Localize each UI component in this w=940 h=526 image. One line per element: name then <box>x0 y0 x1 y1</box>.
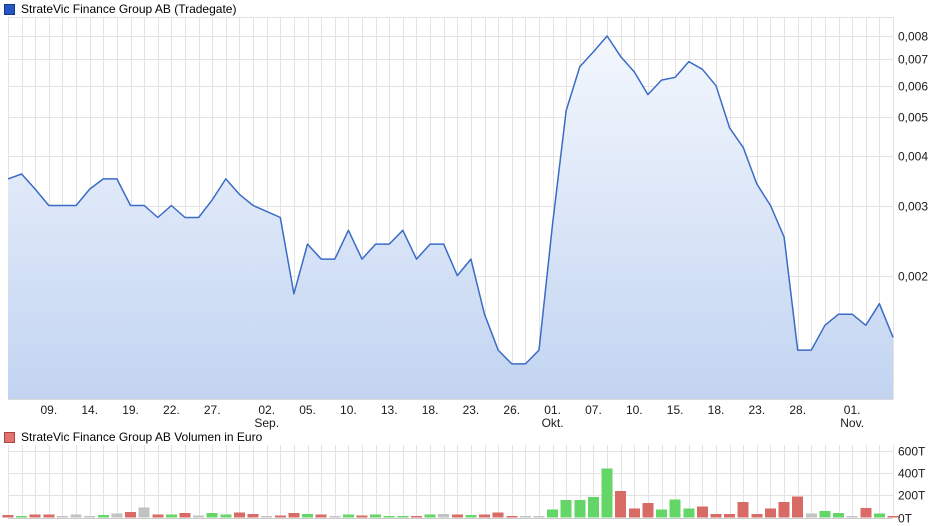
svg-text:05.: 05. <box>299 403 316 417</box>
svg-text:28.: 28. <box>789 403 806 417</box>
price-legend: StrateVic Finance Group AB (Tradegate) <box>4 3 236 15</box>
svg-text:0,002: 0,002 <box>898 270 928 284</box>
svg-text:01.: 01. <box>844 403 861 417</box>
svg-text:23.: 23. <box>463 403 480 417</box>
svg-text:27.: 27. <box>204 403 221 417</box>
svg-text:14.: 14. <box>81 403 98 417</box>
volume-legend-swatch-icon <box>4 431 15 443</box>
svg-text:0,005: 0,005 <box>898 111 928 125</box>
svg-text:Okt.: Okt. <box>542 416 564 430</box>
svg-text:Sep.: Sep. <box>254 416 279 430</box>
svg-text:0,008: 0,008 <box>898 30 928 44</box>
svg-text:22.: 22. <box>163 403 180 417</box>
svg-text:01.: 01. <box>544 403 561 417</box>
price-legend-swatch-icon <box>4 3 15 15</box>
svg-text:18.: 18. <box>708 403 725 417</box>
svg-text:0,004: 0,004 <box>898 150 928 164</box>
svg-text:Nov.: Nov. <box>840 416 864 430</box>
svg-text:600T: 600T <box>898 445 926 459</box>
svg-text:07.: 07. <box>585 403 602 417</box>
volume-legend-label: StrateVic Finance Group AB Volumen in Eu… <box>21 430 263 444</box>
svg-text:400T: 400T <box>898 467 926 481</box>
svg-text:200T: 200T <box>898 489 926 503</box>
svg-text:26.: 26. <box>503 403 520 417</box>
svg-text:0,003: 0,003 <box>898 200 928 214</box>
svg-text:18.: 18. <box>422 403 439 417</box>
svg-text:0,007: 0,007 <box>898 53 928 67</box>
svg-text:0,006: 0,006 <box>898 80 928 94</box>
svg-text:23.: 23. <box>749 403 766 417</box>
svg-text:0T: 0T <box>898 512 913 526</box>
svg-text:02.: 02. <box>258 403 275 417</box>
svg-text:15.: 15. <box>667 403 684 417</box>
price-legend-label: StrateVic Finance Group AB (Tradegate) <box>21 2 237 16</box>
svg-text:10.: 10. <box>626 403 643 417</box>
volume-legend: StrateVic Finance Group AB Volumen in Eu… <box>4 431 262 443</box>
svg-text:13.: 13. <box>381 403 398 417</box>
svg-text:19.: 19. <box>122 403 139 417</box>
svg-text:09.: 09. <box>41 403 58 417</box>
svg-text:10.: 10. <box>340 403 357 417</box>
